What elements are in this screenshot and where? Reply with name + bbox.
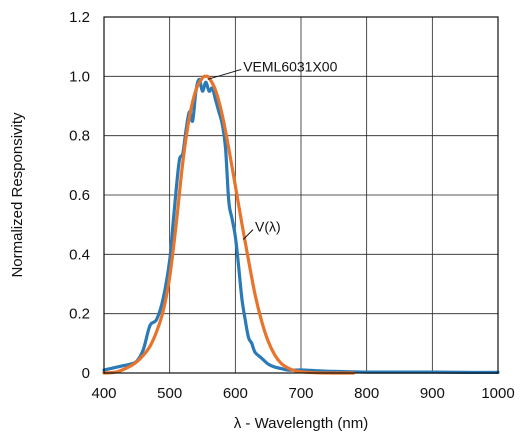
- x-tick-label: 500: [157, 385, 182, 402]
- plot-frame: [103, 16, 499, 374]
- x-tick-label: 1000: [481, 385, 514, 402]
- y-tick-label: 0.4: [69, 246, 90, 263]
- x-tick-label: 800: [354, 385, 379, 402]
- x-tick-label: 700: [288, 385, 313, 402]
- x-tick-label: 900: [420, 385, 445, 402]
- series-lines: [102, 74, 500, 375]
- y-axis-title: Normalized Responsivity: [9, 112, 26, 278]
- x-axis-title: λ - Wavelength (nm): [234, 415, 368, 432]
- y-tick-label: 0.2: [69, 306, 90, 323]
- x-tick-label: 600: [223, 385, 248, 402]
- y-tick-label: 0.6: [69, 187, 90, 204]
- annotation-leader-1: [242, 229, 254, 240]
- annotation-label-0: VEML6031X00: [243, 58, 337, 74]
- annotation-label-1: V(λ): [255, 219, 281, 235]
- y-tick-label: 1.0: [69, 68, 90, 85]
- y-tick-label: 1.2: [69, 9, 90, 26]
- x-tick-label: 400: [91, 385, 116, 402]
- y-tick-label: 0: [82, 365, 90, 382]
- tick-labels: 400 500 600 700 800 900 1000 0 0.2 0.4 0.6 0.8 1.0 1.…: [69, 9, 515, 402]
- annotations: VEML6031X00 V(λ): [207, 58, 338, 240]
- y-tick-label: 0.8: [69, 128, 90, 145]
- annotation-leader-0: [207, 68, 242, 80]
- series-line-v-lambda: [102, 74, 356, 375]
